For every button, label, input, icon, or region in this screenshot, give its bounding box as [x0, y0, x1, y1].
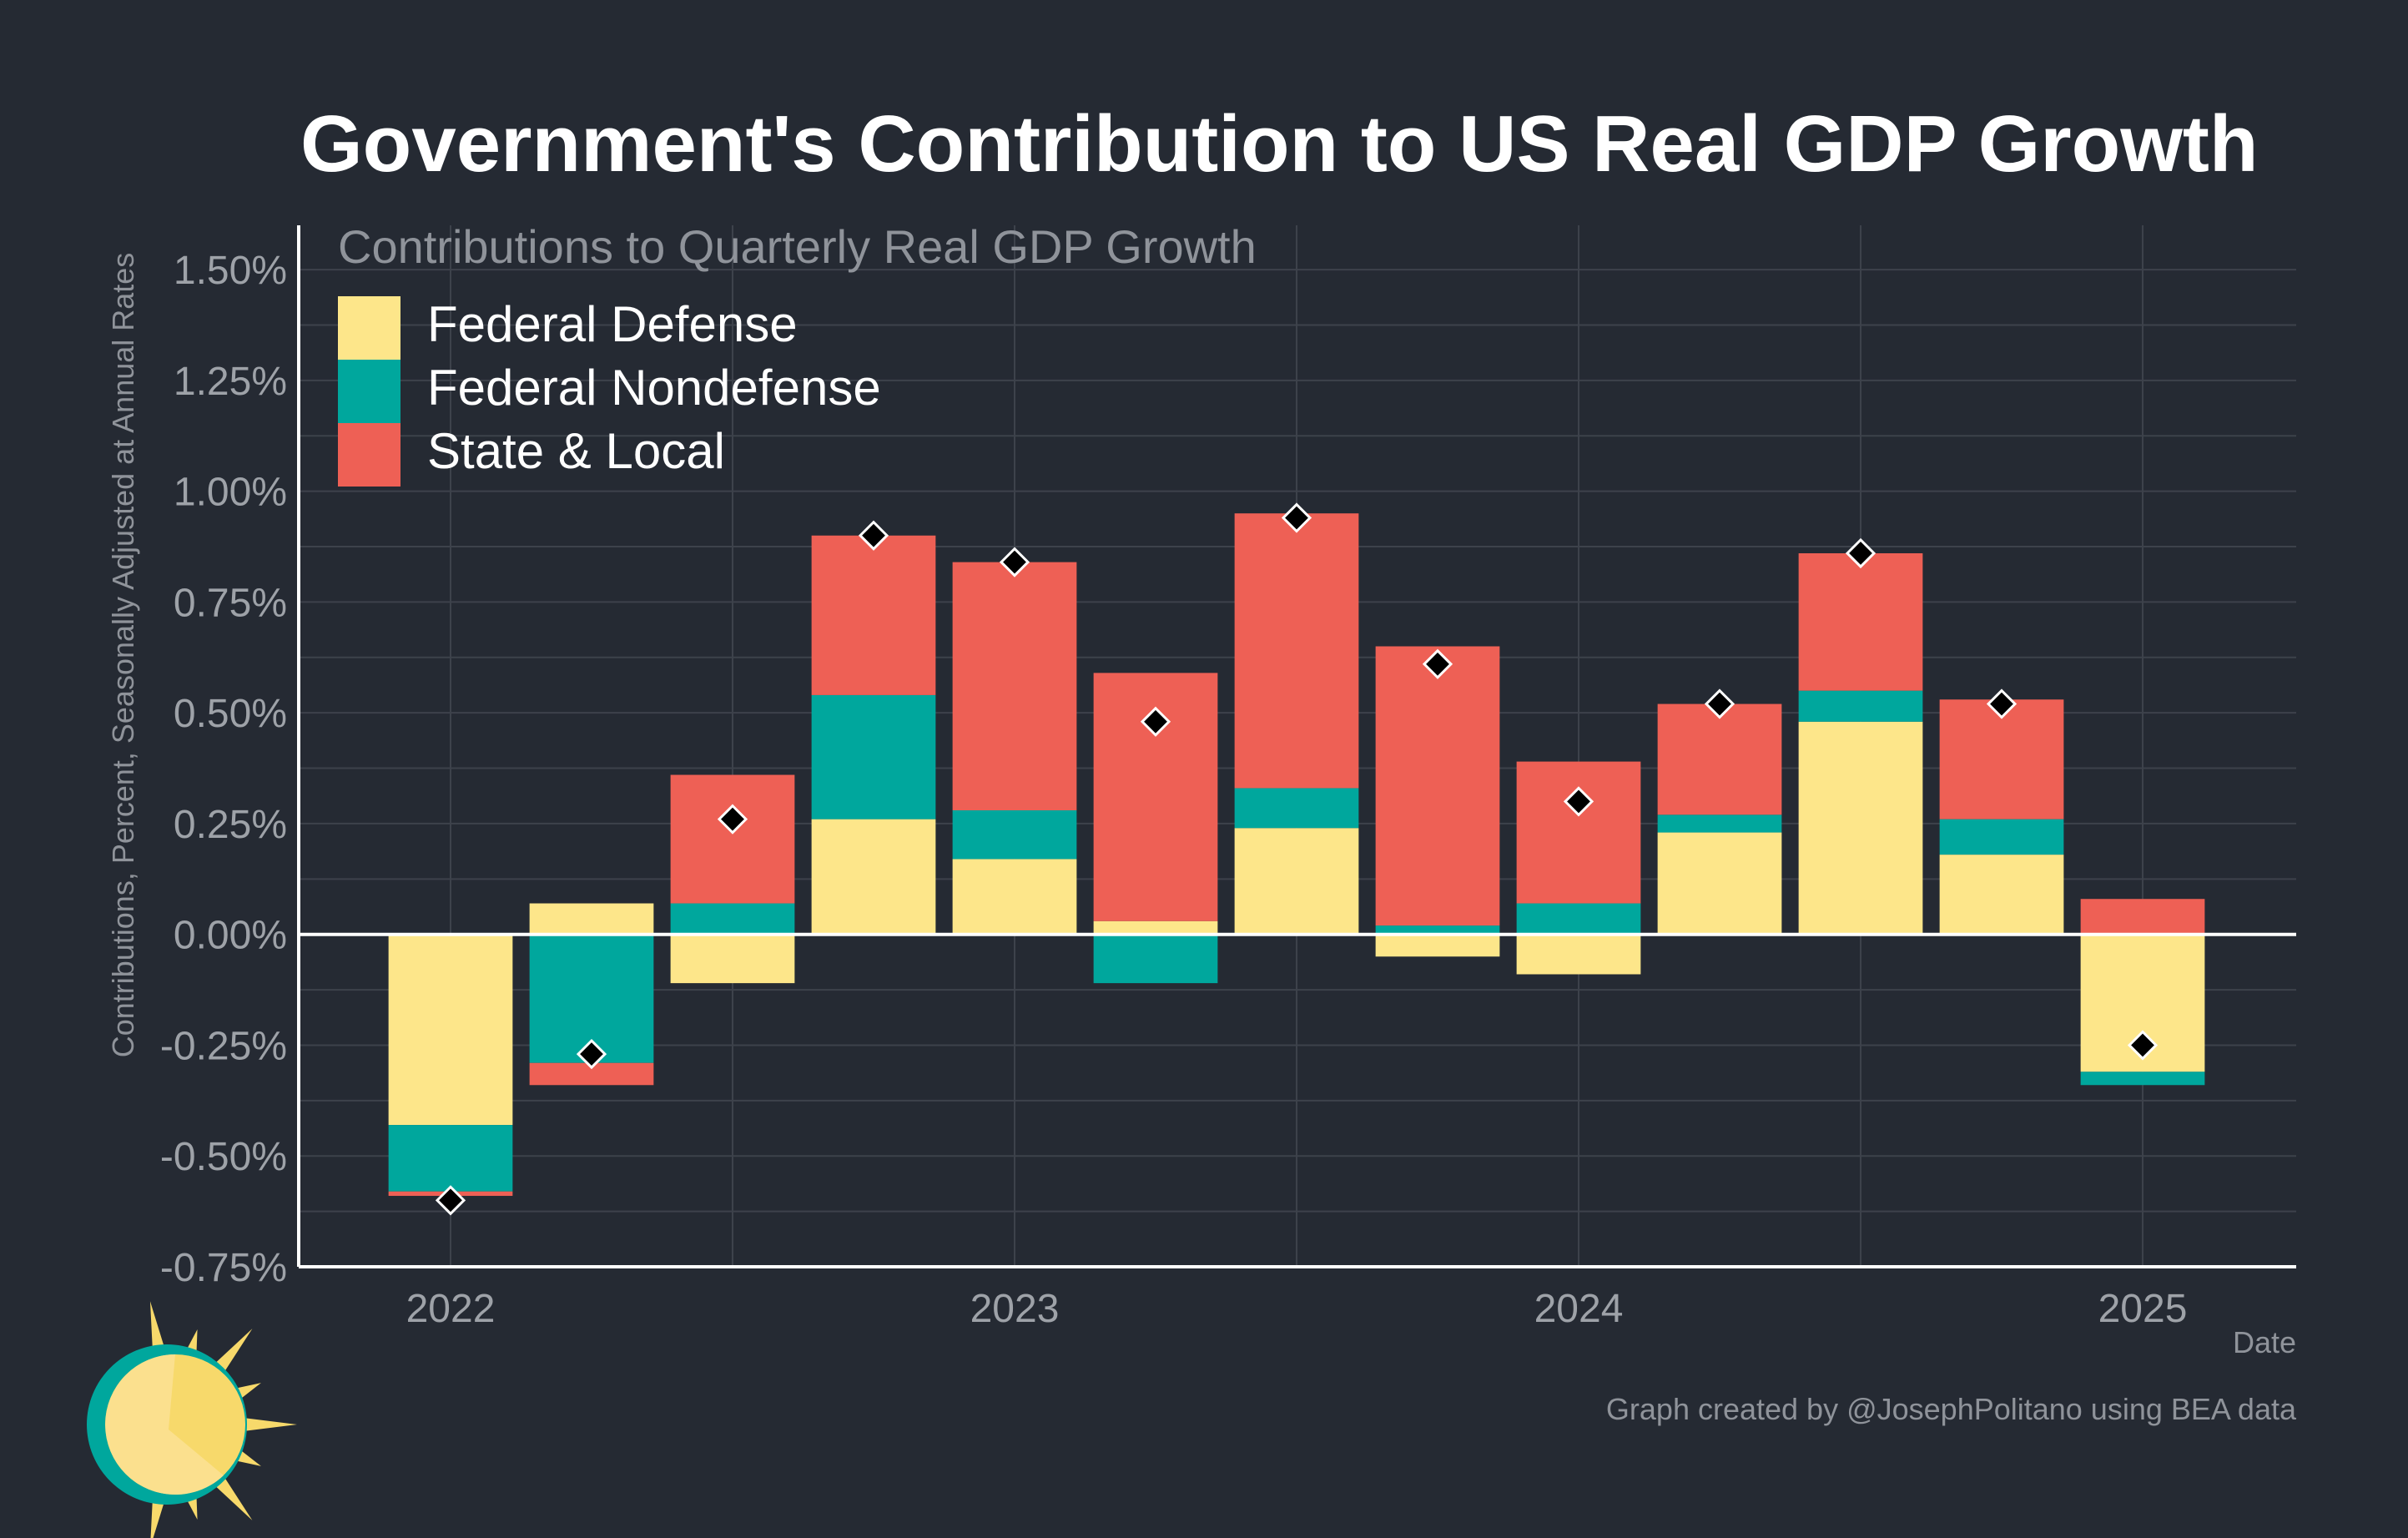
sun-rays [149, 1301, 297, 1538]
y-axis-label: Contributions, Percent, Seasonally Adjus… [106, 253, 140, 1058]
axes [297, 225, 2296, 1268]
total-marker [1563, 786, 1594, 817]
total-marker [858, 520, 889, 551]
y-tick-label: 0.50% [174, 692, 287, 736]
bar-segment-federal-nondefense [1234, 788, 1359, 829]
total-marker [1422, 648, 1453, 679]
bar-segment-federal-nondefense [2080, 1072, 2205, 1086]
bar-segment-federal-nondefense [952, 810, 1077, 860]
legend-label: Federal Defense [427, 296, 798, 352]
y-tick-label: 1.00% [174, 471, 287, 515]
total-marker [999, 547, 1030, 577]
x-tick-label: 2025 [2098, 1287, 2188, 1331]
chart-subtitle: Contributions to Quarterly Real GDP Grow… [338, 220, 1257, 273]
total-markers [435, 502, 2159, 1216]
legend-swatch [338, 296, 400, 360]
bar-segment-state-local [1516, 761, 1641, 904]
total-marker [1281, 502, 1312, 533]
bar-segment-federal-nondefense [1516, 903, 1641, 935]
bar-segment-federal-defense [811, 819, 936, 935]
bar-segment-federal-defense [952, 859, 1077, 935]
bar-segment-federal-defense [1093, 920, 1218, 935]
total-marker [1704, 688, 1735, 719]
bar-segment-federal-defense [388, 934, 513, 1126]
legend-label: Federal Nondefense [427, 360, 881, 416]
bar-segment-federal-defense [1516, 934, 1641, 975]
legend-swatch [338, 423, 400, 487]
bar-segment-federal-nondefense [388, 1125, 513, 1192]
tick-labels: 1.50% 1.25% 1.00% 0.75% 0.50% 0.25% 0.00% -0.25… [160, 249, 2187, 1331]
bar-segment-federal-nondefense [1093, 934, 1218, 984]
bar-segment-federal-nondefense [1798, 690, 1923, 722]
bar-segment-federal-defense [529, 903, 654, 935]
chart-title: Government's Contribution to US Real GDP… [300, 99, 2259, 189]
bar-segment-state-local [952, 562, 1077, 811]
total-marker [717, 804, 748, 835]
bar-segment-state-local [1234, 513, 1359, 789]
total-marker [576, 1038, 607, 1070]
x-tick-label: 2023 [970, 1287, 1060, 1331]
y-tick-label: 0.00% [174, 914, 287, 958]
bar-segment-state-local [670, 774, 795, 904]
bar-segment-federal-nondefense [811, 694, 936, 819]
bar-segment-state-local [1657, 703, 1782, 815]
bar-segment-state-local [2080, 899, 2205, 935]
bars [388, 513, 2205, 1197]
x-axis-label: Date [2233, 1325, 2296, 1359]
sun-logo-icon [87, 1301, 297, 1538]
bar-segment-state-local [1375, 646, 1500, 926]
bar-segment-federal-defense [1234, 828, 1359, 935]
legend-swatch [338, 360, 400, 423]
bar-segment-federal-nondefense [1657, 814, 1782, 833]
bar-segment-federal-nondefense [1939, 819, 2064, 855]
bar-segment-federal-defense [1939, 855, 2064, 935]
y-tick-label: -0.25% [160, 1024, 287, 1068]
total-marker [2127, 1030, 2159, 1061]
bar-segment-federal-defense [1657, 832, 1782, 935]
y-tick-label: 0.25% [174, 803, 287, 847]
y-tick-label: 1.50% [174, 249, 287, 293]
bar-segment-state-local [1798, 552, 1923, 691]
bar-segment-federal-nondefense [670, 903, 795, 935]
legend: Federal Defense Federal Nondefense State &… [338, 296, 881, 487]
bar-segment-federal-defense [1798, 721, 1923, 935]
y-tick-label: 0.75% [174, 581, 287, 625]
bar-segment-federal-defense [670, 934, 795, 984]
y-tick-label: -0.75% [160, 1246, 287, 1290]
y-tick-label: 1.25% [174, 360, 287, 404]
total-marker [435, 1185, 466, 1216]
x-tick-label: 2024 [1534, 1287, 1624, 1331]
total-marker [1845, 537, 1877, 569]
legend-label: State & Local [427, 423, 725, 479]
bar-segment-state-local [811, 535, 936, 695]
total-marker [1140, 706, 1171, 737]
bar-segment-state-local [1939, 699, 2064, 819]
sun-face [105, 1354, 224, 1495]
total-marker [1986, 688, 2018, 719]
y-tick-label: -0.50% [160, 1135, 287, 1179]
x-tick-label: 2022 [406, 1287, 496, 1331]
bar-segment-federal-defense [1375, 934, 1500, 957]
bar-segment-federal-nondefense [1375, 925, 1500, 935]
source-caption: Graph created by @JosephPolitano using B… [1606, 1392, 2297, 1426]
